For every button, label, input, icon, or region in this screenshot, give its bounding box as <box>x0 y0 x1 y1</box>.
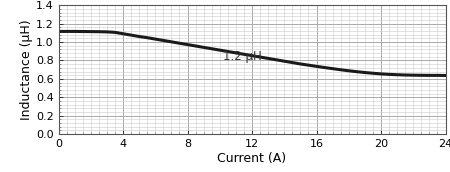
X-axis label: Current (A): Current (A) <box>217 152 287 165</box>
Y-axis label: Inductance (μH): Inductance (μH) <box>20 19 33 120</box>
Text: 1.2 μH: 1.2 μH <box>223 50 262 63</box>
